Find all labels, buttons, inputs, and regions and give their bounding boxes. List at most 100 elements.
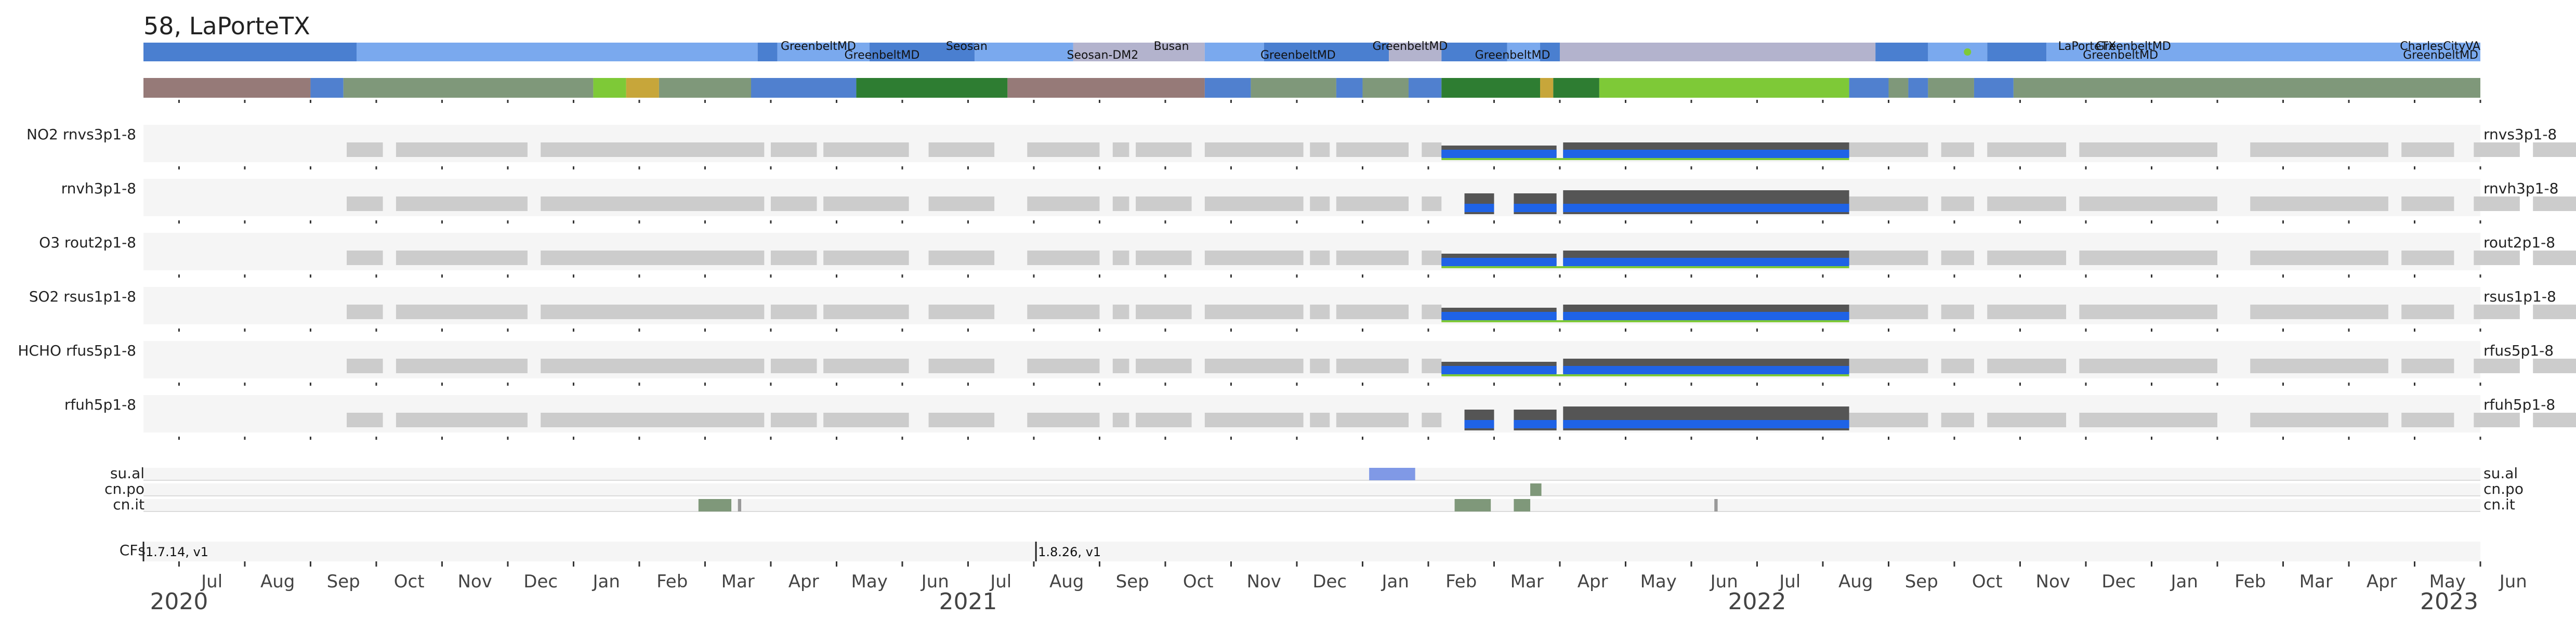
no-data-block xyxy=(823,251,909,265)
status-segment xyxy=(1362,78,1409,98)
no-data-block xyxy=(396,251,528,265)
status-segment xyxy=(1251,78,1336,98)
cf-panel xyxy=(143,542,2480,561)
location-segment xyxy=(1204,43,1264,61)
no-data-block xyxy=(2401,305,2454,319)
no-data-block xyxy=(1336,413,1409,427)
no-data-block xyxy=(1112,305,1129,319)
flag-mark xyxy=(1454,499,1491,511)
status-segment xyxy=(856,78,1008,98)
flag-row: cn.it cn.it xyxy=(113,496,2515,513)
no-data-block xyxy=(823,359,909,373)
no-data-block xyxy=(396,196,528,211)
no-data-block xyxy=(1941,305,1974,319)
month-label: Jul xyxy=(200,571,222,592)
no-data-block xyxy=(396,359,528,373)
location-segment xyxy=(1540,43,1560,61)
row-label-left: rfuh5p1-8 xyxy=(64,396,136,413)
deployment-label: Seosan xyxy=(946,40,988,53)
no-data-block xyxy=(823,305,909,319)
location-marker xyxy=(1964,48,1972,56)
no-data-block xyxy=(347,142,383,157)
no-data-block xyxy=(2401,142,2454,157)
no-data-block xyxy=(1112,251,1129,265)
flag-panel xyxy=(143,468,2480,480)
data-row: O3 rout2p1-8 rout2p1-8 xyxy=(39,233,2576,278)
location-segment xyxy=(1389,43,1442,61)
flag-label-right: cn.it xyxy=(2483,496,2515,513)
no-data-block xyxy=(1027,359,1100,373)
flag-label-left: cn.it xyxy=(113,496,144,513)
no-data-block xyxy=(1941,359,1974,373)
no-data-block xyxy=(2250,196,2388,211)
no-data-block xyxy=(1310,359,1330,373)
no-data-block xyxy=(1112,413,1129,427)
no-data-block xyxy=(928,251,995,265)
no-data-block xyxy=(1849,413,1928,427)
no-data-block xyxy=(1136,359,1192,373)
status-segment xyxy=(1409,78,1442,98)
flag-mark xyxy=(738,499,742,511)
time-axis: Jul Aug Sep Oct Nov Dec Jan Feb Mar Apr May Jun Jul A… xyxy=(150,561,2527,615)
no-data-block xyxy=(347,413,383,427)
flag-row: su.al su.al xyxy=(110,465,2518,482)
flag-mark xyxy=(698,499,732,511)
no-data-block xyxy=(541,251,765,265)
quality-line xyxy=(1441,266,1849,268)
month-label: Jun xyxy=(1710,571,1738,592)
no-data-block xyxy=(1849,142,1928,157)
no-data-block xyxy=(1136,413,1192,427)
no-data-block xyxy=(928,359,995,373)
data-row: HCHO rfus5p1-8 rfus5p1-8 xyxy=(18,341,2576,386)
no-data-block xyxy=(2533,251,2576,265)
month-label: Nov xyxy=(458,571,492,592)
no-data-block xyxy=(2250,413,2388,427)
location-segment xyxy=(2046,43,2480,61)
location-segment xyxy=(1264,43,1389,61)
row-label-left: SO2 rsus1p1-8 xyxy=(29,288,136,305)
no-data-block xyxy=(1112,359,1129,373)
status-segment xyxy=(343,78,594,98)
flag-row: cn.po cn.po xyxy=(104,480,2524,497)
no-data-block xyxy=(770,413,817,427)
measurement-blue xyxy=(1563,420,1849,428)
data-row: rnvh3p1-8 rnvh3p1-8 xyxy=(61,179,2576,224)
flag-panel xyxy=(143,483,2480,496)
deployment-label: GreenbeltMD xyxy=(1260,49,1336,62)
month-label: Dec xyxy=(2101,571,2136,592)
location-segment xyxy=(1928,43,1988,61)
no-data-block xyxy=(2401,359,2454,373)
no-data-block xyxy=(1849,305,1928,319)
status-bar xyxy=(143,78,2481,103)
no-data-block xyxy=(2533,413,2576,427)
location-segment xyxy=(1441,43,1507,61)
no-data-block xyxy=(2079,305,2217,319)
month-label: Mar xyxy=(721,571,755,592)
month-label: May xyxy=(1640,571,1677,592)
no-data-block xyxy=(2533,142,2576,157)
deployment-label: Seosan-DM2 xyxy=(1067,49,1139,62)
no-data-block xyxy=(2401,196,2454,211)
month-label: Jan xyxy=(2170,571,2198,592)
deployment-label: GreenbeltMD xyxy=(2096,40,2171,53)
no-data-block xyxy=(1849,359,1928,373)
status-segment xyxy=(1336,78,1363,98)
year-label: 2021 xyxy=(939,588,997,615)
no-data-block xyxy=(1422,359,1442,373)
no-data-block xyxy=(2250,305,2388,319)
status-segment xyxy=(751,78,857,98)
status-segment xyxy=(659,78,752,98)
measurement-blue xyxy=(1464,420,1494,428)
no-data-block xyxy=(1987,142,2067,157)
location-segment xyxy=(869,43,975,61)
location-segment xyxy=(143,43,357,61)
deployment-label: CharlesCityVA xyxy=(2400,40,2480,53)
location-segment xyxy=(1987,43,2047,61)
month-label: Jun xyxy=(921,571,949,592)
deployment-labels: GreenbeltMDGreenbeltMDSeosanSeosan-DM2Bu… xyxy=(781,40,2480,62)
month-label: Dec xyxy=(523,571,558,592)
flag-mark xyxy=(1530,483,1542,496)
no-data-block xyxy=(1941,142,1974,157)
no-data-block xyxy=(347,359,383,373)
